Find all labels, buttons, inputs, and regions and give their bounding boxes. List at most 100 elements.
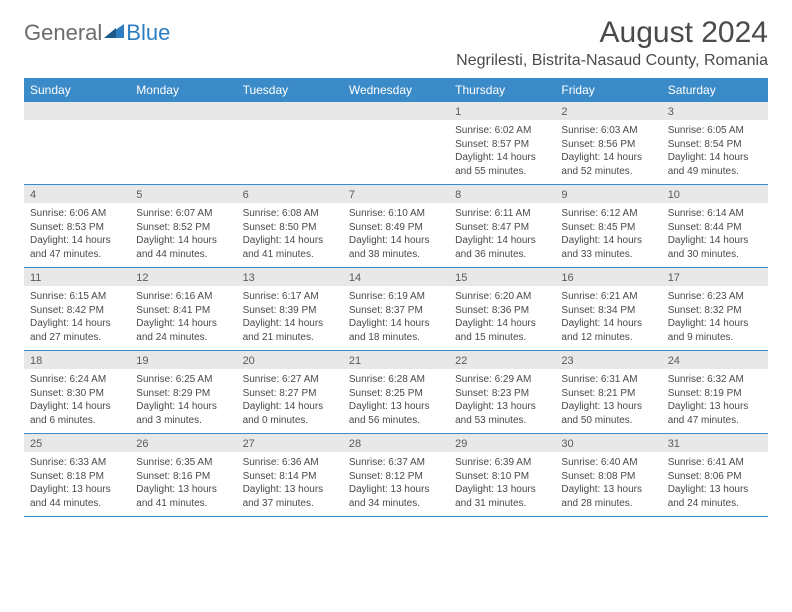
weekday-header: Saturday	[662, 78, 768, 102]
daylight-text: Daylight: 14 hours and 52 minutes.	[561, 151, 655, 178]
day-cell: 6Sunrise: 6:08 AMSunset: 8:50 PMDaylight…	[237, 185, 343, 267]
day-cell: 25Sunrise: 6:33 AMSunset: 8:18 PMDayligh…	[24, 434, 130, 516]
day-content: Sunrise: 6:06 AMSunset: 8:53 PMDaylight:…	[24, 203, 130, 265]
sunset-text: Sunset: 8:23 PM	[455, 387, 549, 401]
day-number: 6	[237, 185, 343, 203]
day-cell: 8Sunrise: 6:11 AMSunset: 8:47 PMDaylight…	[449, 185, 555, 267]
day-cell: 5Sunrise: 6:07 AMSunset: 8:52 PMDaylight…	[130, 185, 236, 267]
daylight-text: Daylight: 13 hours and 53 minutes.	[455, 400, 549, 427]
sunrise-text: Sunrise: 6:33 AM	[30, 456, 124, 470]
sunrise-text: Sunrise: 6:03 AM	[561, 124, 655, 138]
daylight-text: Daylight: 14 hours and 49 minutes.	[668, 151, 762, 178]
calendar: SundayMondayTuesdayWednesdayThursdayFrid…	[24, 78, 768, 517]
weekday-header: Sunday	[24, 78, 130, 102]
sunrise-text: Sunrise: 6:02 AM	[455, 124, 549, 138]
daylight-text: Daylight: 14 hours and 18 minutes.	[349, 317, 443, 344]
day-content: Sunrise: 6:07 AMSunset: 8:52 PMDaylight:…	[130, 203, 236, 265]
day-number	[237, 102, 343, 120]
daylight-text: Daylight: 13 hours and 31 minutes.	[455, 483, 549, 510]
day-cell: 31Sunrise: 6:41 AMSunset: 8:06 PMDayligh…	[662, 434, 768, 516]
day-cell: 29Sunrise: 6:39 AMSunset: 8:10 PMDayligh…	[449, 434, 555, 516]
daylight-text: Daylight: 13 hours and 44 minutes.	[30, 483, 124, 510]
day-cell: 27Sunrise: 6:36 AMSunset: 8:14 PMDayligh…	[237, 434, 343, 516]
sunset-text: Sunset: 8:49 PM	[349, 221, 443, 235]
day-content: Sunrise: 6:35 AMSunset: 8:16 PMDaylight:…	[130, 452, 236, 514]
sunrise-text: Sunrise: 6:40 AM	[561, 456, 655, 470]
day-cell: 21Sunrise: 6:28 AMSunset: 8:25 PMDayligh…	[343, 351, 449, 433]
day-number: 14	[343, 268, 449, 286]
daylight-text: Daylight: 14 hours and 21 minutes.	[243, 317, 337, 344]
daylight-text: Daylight: 14 hours and 6 minutes.	[30, 400, 124, 427]
weekday-header: Wednesday	[343, 78, 449, 102]
day-number: 22	[449, 351, 555, 369]
day-cell	[237, 102, 343, 184]
daylight-text: Daylight: 14 hours and 27 minutes.	[30, 317, 124, 344]
day-content: Sunrise: 6:02 AMSunset: 8:57 PMDaylight:…	[449, 120, 555, 182]
sunrise-text: Sunrise: 6:28 AM	[349, 373, 443, 387]
day-cell: 24Sunrise: 6:32 AMSunset: 8:19 PMDayligh…	[662, 351, 768, 433]
sunset-text: Sunset: 8:57 PM	[455, 138, 549, 152]
logo-text-blue: Blue	[126, 20, 170, 46]
day-content: Sunrise: 6:10 AMSunset: 8:49 PMDaylight:…	[343, 203, 449, 265]
day-number: 27	[237, 434, 343, 452]
sunset-text: Sunset: 8:29 PM	[136, 387, 230, 401]
logo-text-general: General	[24, 20, 102, 46]
sunrise-text: Sunrise: 6:06 AM	[30, 207, 124, 221]
day-cell: 11Sunrise: 6:15 AMSunset: 8:42 PMDayligh…	[24, 268, 130, 350]
sunset-text: Sunset: 8:08 PM	[561, 470, 655, 484]
day-content: Sunrise: 6:32 AMSunset: 8:19 PMDaylight:…	[662, 369, 768, 431]
day-cell: 18Sunrise: 6:24 AMSunset: 8:30 PMDayligh…	[24, 351, 130, 433]
week-row: 25Sunrise: 6:33 AMSunset: 8:18 PMDayligh…	[24, 434, 768, 517]
day-cell: 22 Sunrise: 6:29 AMSunset: 8:23 PMDayligh…	[449, 351, 555, 433]
daylight-text: Daylight: 14 hours and 12 minutes.	[561, 317, 655, 344]
sunrise-text: Sunrise: 6:29 AM	[455, 373, 549, 387]
sunset-text: Sunset: 8:41 PM	[136, 304, 230, 318]
sunrise-text: Sunrise: 6:05 AM	[668, 124, 762, 138]
sunrise-text: Sunrise: 6:08 AM	[243, 207, 337, 221]
day-number: 8	[449, 185, 555, 203]
day-cell: 2Sunrise: 6:03 AMSunset: 8:56 PMDaylight…	[555, 102, 661, 184]
sunset-text: Sunset: 8:21 PM	[561, 387, 655, 401]
sunrise-text: Sunrise: 6:20 AM	[455, 290, 549, 304]
sunset-text: Sunset: 8:14 PM	[243, 470, 337, 484]
sunset-text: Sunset: 8:39 PM	[243, 304, 337, 318]
daylight-text: Daylight: 13 hours and 34 minutes.	[349, 483, 443, 510]
day-cell: 9Sunrise: 6:12 AMSunset: 8:45 PMDaylight…	[555, 185, 661, 267]
day-cell: 19Sunrise: 6:25 AMSunset: 8:29 PMDayligh…	[130, 351, 236, 433]
day-content: Sunrise: 6:05 AMSunset: 8:54 PMDaylight:…	[662, 120, 768, 182]
location: Negrilesti, Bistrita-Nasaud County, Roma…	[456, 52, 768, 70]
sunset-text: Sunset: 8:47 PM	[455, 221, 549, 235]
sunrise-text: Sunrise: 6:35 AM	[136, 456, 230, 470]
daylight-text: Daylight: 13 hours and 50 minutes.	[561, 400, 655, 427]
day-content: Sunrise: 6:21 AMSunset: 8:34 PMDaylight:…	[555, 286, 661, 348]
day-number: 23	[555, 351, 661, 369]
day-cell: 28Sunrise: 6:37 AMSunset: 8:12 PMDayligh…	[343, 434, 449, 516]
sunset-text: Sunset: 8:50 PM	[243, 221, 337, 235]
day-cell: 12Sunrise: 6:16 AMSunset: 8:41 PMDayligh…	[130, 268, 236, 350]
day-content: Sunrise: 6:20 AMSunset: 8:36 PMDaylight:…	[449, 286, 555, 348]
day-number: 17	[662, 268, 768, 286]
week-row: 11Sunrise: 6:15 AMSunset: 8:42 PMDayligh…	[24, 268, 768, 351]
day-number: 3	[662, 102, 768, 120]
daylight-text: Daylight: 14 hours and 47 minutes.	[30, 234, 124, 261]
sunset-text: Sunset: 8:54 PM	[668, 138, 762, 152]
day-cell: 3Sunrise: 6:05 AMSunset: 8:54 PMDaylight…	[662, 102, 768, 184]
day-content: Sunrise: 6:12 AMSunset: 8:45 PMDaylight:…	[555, 203, 661, 265]
daylight-text: Daylight: 13 hours and 24 minutes.	[668, 483, 762, 510]
day-number: 25	[24, 434, 130, 452]
weekday-header: Thursday	[449, 78, 555, 102]
day-content: Sunrise: 6:33 AMSunset: 8:18 PMDaylight:…	[24, 452, 130, 514]
day-number: 4	[24, 185, 130, 203]
sunset-text: Sunset: 8:06 PM	[668, 470, 762, 484]
day-cell	[24, 102, 130, 184]
sunset-text: Sunset: 8:45 PM	[561, 221, 655, 235]
day-number: 30	[555, 434, 661, 452]
day-cell: 17Sunrise: 6:23 AMSunset: 8:32 PMDayligh…	[662, 268, 768, 350]
day-content: Sunrise: 6:25 AMSunset: 8:29 PMDaylight:…	[130, 369, 236, 431]
sunrise-text: Sunrise: 6:17 AM	[243, 290, 337, 304]
header: General Blue August 2024 Negrilesti, Bis…	[24, 16, 768, 70]
sunrise-text: Sunrise: 6:27 AM	[243, 373, 337, 387]
weekday-header: Tuesday	[237, 78, 343, 102]
day-number: 18	[24, 351, 130, 369]
day-number: 7	[343, 185, 449, 203]
